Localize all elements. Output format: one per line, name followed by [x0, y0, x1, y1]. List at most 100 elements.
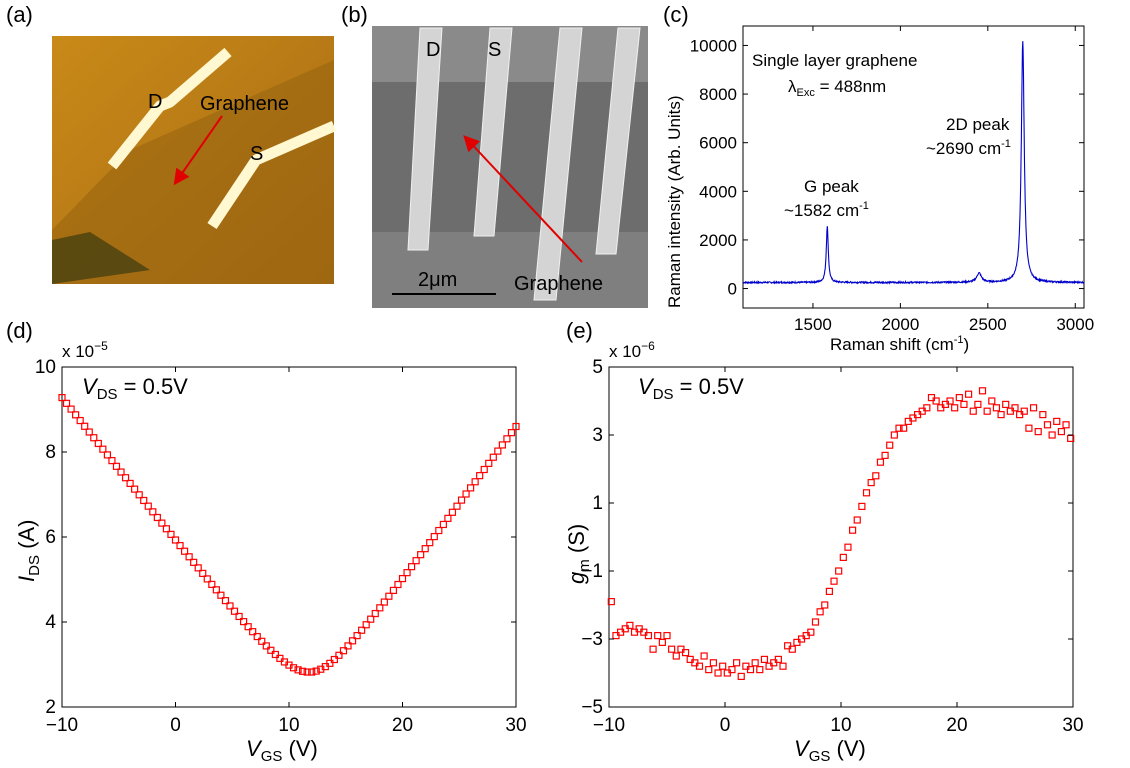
graphene-arrow-a: [173, 115, 223, 186]
ids-data-point: [476, 472, 484, 480]
ids-data-point: [212, 586, 220, 594]
gm-data-point: [969, 407, 977, 415]
ids-data-point: [90, 434, 98, 442]
gm-data-point: [895, 424, 903, 432]
ids-data-point: [162, 525, 171, 533]
ids-data-point: [258, 637, 266, 645]
gm-data-point: [886, 441, 894, 449]
ids-data-point: [271, 650, 279, 659]
gm-data-point: [951, 404, 959, 412]
ids-data-point: [330, 655, 338, 664]
ids-data-point: [289, 664, 298, 672]
panel-b-sem: D S 2μm Graphene: [372, 26, 648, 308]
ids-data-point: [344, 642, 352, 650]
gm-data-point: [1043, 421, 1052, 429]
gm-data-point: [867, 479, 875, 487]
ids-data-point: [67, 405, 75, 413]
raman-ytick-label: 10000: [690, 36, 737, 55]
ids-data-point: [507, 429, 516, 437]
panel-a-micrograph: D S Graphene: [52, 36, 337, 284]
gm-data-point: [946, 397, 954, 405]
gm-ytick-label: −5: [581, 697, 603, 718]
ids-data-point: [362, 621, 370, 629]
gm-data-point: [955, 394, 963, 402]
gm-xlabel: VGS (V): [794, 736, 866, 765]
graphene-label-b: Graphene: [514, 273, 603, 295]
ids-data-point: [117, 468, 125, 476]
raman-xtick-label: 2500: [969, 315, 1007, 334]
ids-multiplier: x 10−5: [62, 339, 108, 361]
ids-xlabel: VGS (V): [246, 736, 318, 765]
gm-data-point: [714, 669, 722, 677]
ids-data-point: [208, 580, 216, 588]
ids-data-point: [185, 553, 193, 561]
gm-data-point: [746, 665, 755, 674]
gm-data-point: [988, 397, 996, 405]
ids-data-point: [503, 435, 511, 443]
ids-ytick-label: 10: [35, 357, 56, 378]
ids-data-point: [103, 451, 112, 459]
ids-data-point: [407, 563, 416, 571]
ids-data-point: [326, 659, 334, 667]
raman-chart: 1500 2000 2500 3000 0200040006000800010000 …: [665, 25, 1094, 354]
ids-data-point: [439, 520, 447, 529]
raman-annotation-title: Single layer graphene: [752, 51, 917, 70]
ids-data-point: [99, 445, 107, 453]
gm-data-point: [626, 621, 634, 630]
ids-chart: −10 0 10 20 30 2 4 6 8 10 x 10−5 VDS = 0.5V VGS …: [14, 339, 527, 765]
ids-data-point: [294, 666, 302, 674]
ids-data-point: [303, 668, 311, 676]
source-electrode: [207, 120, 337, 230]
gm-data-point: [960, 400, 968, 408]
gm-data-point: [760, 655, 769, 664]
raman-xtick-label: 2000: [881, 315, 919, 334]
gm-data-point: [756, 665, 764, 674]
gm-data-point: [862, 489, 871, 497]
gm-data-point: [983, 407, 991, 415]
panel-label-e: (e): [566, 318, 593, 343]
ids-data-point: [176, 542, 184, 550]
panel-label-a: (a): [6, 2, 33, 27]
gm-data-point: [835, 567, 843, 575]
ids-data-point: [267, 646, 275, 654]
ids-ytick-label: 8: [45, 442, 56, 463]
ids-data-point: [444, 514, 452, 522]
ids-xtick-label: 10: [278, 715, 299, 736]
gm-data-point: [858, 502, 866, 510]
gm-data-point: [695, 662, 704, 670]
gm-data-point: [774, 655, 782, 664]
gm-data-point: [978, 387, 987, 395]
gm-ytick-label: −3: [581, 629, 603, 650]
ids-data-point: [494, 447, 502, 455]
ids-data-point: [94, 439, 102, 448]
ids-data-point: [121, 474, 130, 482]
gm-data-point: [1025, 424, 1033, 432]
ids-data-point: [240, 618, 248, 626]
ids-data-point: [140, 496, 148, 505]
ids-data-point: [126, 479, 134, 488]
raman-ylabel: Raman intensity (Arb. Units): [665, 95, 684, 308]
gm-data-point: [668, 645, 676, 653]
gm-data-point: [728, 665, 736, 674]
ids-data-point: [453, 502, 461, 510]
ids-data-point: [230, 607, 239, 615]
gm-data-point: [900, 424, 908, 432]
gm-xtick-label: 30: [1062, 715, 1083, 736]
panel-label-d: (d): [6, 318, 33, 343]
gm-data-point: [844, 543, 852, 551]
ids-data-point: [421, 545, 429, 553]
gm-data-point: [1029, 404, 1038, 412]
ids-vds-annotation: VDS = 0.5V: [82, 374, 188, 403]
ids-data-point: [167, 530, 175, 538]
gm-data-point: [779, 662, 787, 670]
ids-data-point: [253, 632, 261, 641]
gm-data-point: [848, 526, 857, 534]
ids-data-point: [171, 536, 180, 544]
gm-data-point: [811, 618, 820, 626]
raman-annotation-2d-peak: 2D peak: [946, 115, 1010, 134]
ids-data-point: [190, 558, 198, 566]
ids-data-point: [348, 637, 357, 645]
ids-data-point: [153, 513, 161, 522]
ids-xtick-label: −10: [46, 715, 78, 736]
ids-data-point: [217, 591, 225, 599]
